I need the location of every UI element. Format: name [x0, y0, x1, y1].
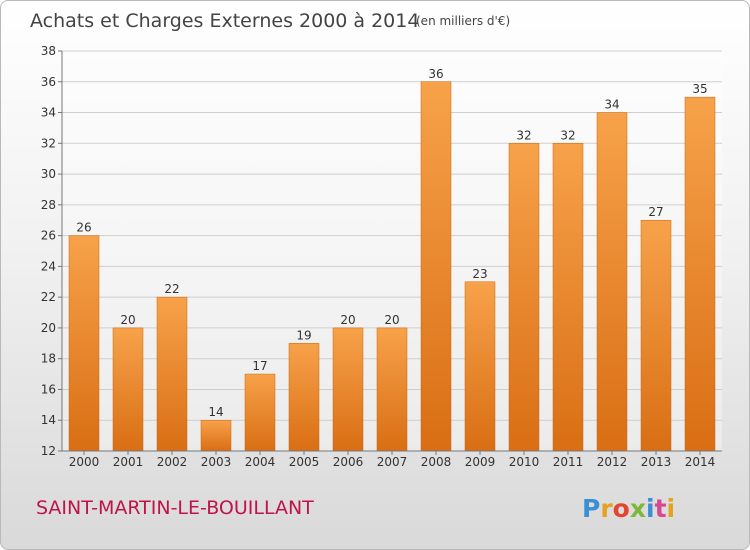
value-label: 27	[648, 205, 663, 219]
bar-2000	[68, 235, 100, 452]
y-tick-label: 24	[41, 259, 56, 273]
value-label: 22	[164, 282, 179, 296]
x-tick-label: 2007	[377, 455, 408, 469]
y-tick-label: 32	[41, 136, 56, 150]
value-label: 36	[428, 67, 443, 81]
y-tick-label: 20	[41, 321, 56, 335]
value-label: 20	[340, 313, 355, 327]
value-label: 34	[604, 98, 619, 112]
y-tick-label: 12	[41, 444, 56, 458]
x-tick-label: 2010	[509, 455, 540, 469]
value-label: 23	[472, 267, 487, 281]
y-tick-label: 16	[41, 382, 56, 396]
y-tick-label: 28	[41, 198, 56, 212]
bar-2014	[684, 96, 716, 452]
bar-2009	[464, 281, 496, 452]
logo-letter: o	[613, 494, 630, 523]
y-axis: 12 14 16 18 20 22 24 26 28 30 32 34 36 38	[41, 44, 63, 458]
y-tick-label: 34	[41, 106, 56, 120]
x-tick-label: 2012	[597, 455, 628, 469]
bar-2013	[640, 219, 672, 452]
x-tick-label: 2001	[113, 455, 144, 469]
y-tick-label: 38	[41, 44, 56, 58]
proxiti-logo[interactable]: Proxiti	[582, 494, 675, 523]
value-label: 20	[120, 313, 135, 327]
bars: 26 20 22 14 17 19 20 20 36 23 32 32 34 27 35	[68, 67, 716, 452]
x-tick-label: 2002	[157, 455, 188, 469]
bar-2001	[112, 327, 144, 452]
x-tick-label: 2000	[69, 455, 100, 469]
bar-2007	[376, 327, 408, 452]
value-label: 14	[208, 405, 223, 419]
bar-2003	[200, 419, 232, 452]
y-tick-label: 22	[41, 290, 56, 304]
y-tick-label: 26	[41, 229, 56, 243]
y-tick-label: 14	[41, 413, 56, 427]
value-label: 17	[252, 359, 267, 373]
bar-2008	[420, 81, 452, 452]
logo-letter: x	[630, 494, 646, 523]
bar-2006	[332, 327, 364, 452]
x-tick-label: 2009	[465, 455, 496, 469]
x-tick-label: 2005	[289, 455, 320, 469]
value-label: 32	[560, 128, 575, 142]
bar-2004	[244, 373, 276, 452]
x-axis: 2000 2001 2002 2003 2004 2005 2006 2007 2008 2009…	[62, 450, 722, 469]
logo-letter: P	[582, 494, 600, 523]
logo-letter: t	[655, 494, 667, 523]
bar-2012	[596, 112, 628, 452]
y-tick-label: 30	[41, 167, 56, 181]
bar-2002	[156, 296, 188, 452]
logo-letter: i	[667, 494, 676, 523]
x-tick-label: 2006	[333, 455, 364, 469]
value-label: 20	[384, 313, 399, 327]
y-tick-label: 36	[41, 75, 56, 89]
bar-2011	[552, 143, 584, 452]
x-tick-label: 2008	[421, 455, 452, 469]
value-label: 35	[692, 82, 707, 96]
logo-letter: i	[646, 494, 655, 523]
chart-title: Achats et Charges Externes 2000 à 2014	[30, 10, 419, 32]
x-tick-label: 2013	[641, 455, 672, 469]
place-name: SAINT-MARTIN-LE-BOUILLANT	[36, 497, 314, 519]
x-tick-label: 2014	[685, 455, 716, 469]
y-tick-label: 18	[41, 352, 56, 366]
value-label: 32	[516, 128, 531, 142]
x-tick-label: 2003	[201, 455, 232, 469]
bar-2010	[508, 143, 540, 452]
logo-letter: r	[600, 494, 613, 523]
x-tick-label: 2011	[553, 455, 584, 469]
value-label: 19	[296, 328, 311, 342]
x-tick-label: 2004	[245, 455, 276, 469]
bar-2005	[288, 343, 320, 452]
value-label: 26	[76, 221, 91, 235]
chart-subtitle: (en milliers d'€)	[416, 14, 510, 28]
